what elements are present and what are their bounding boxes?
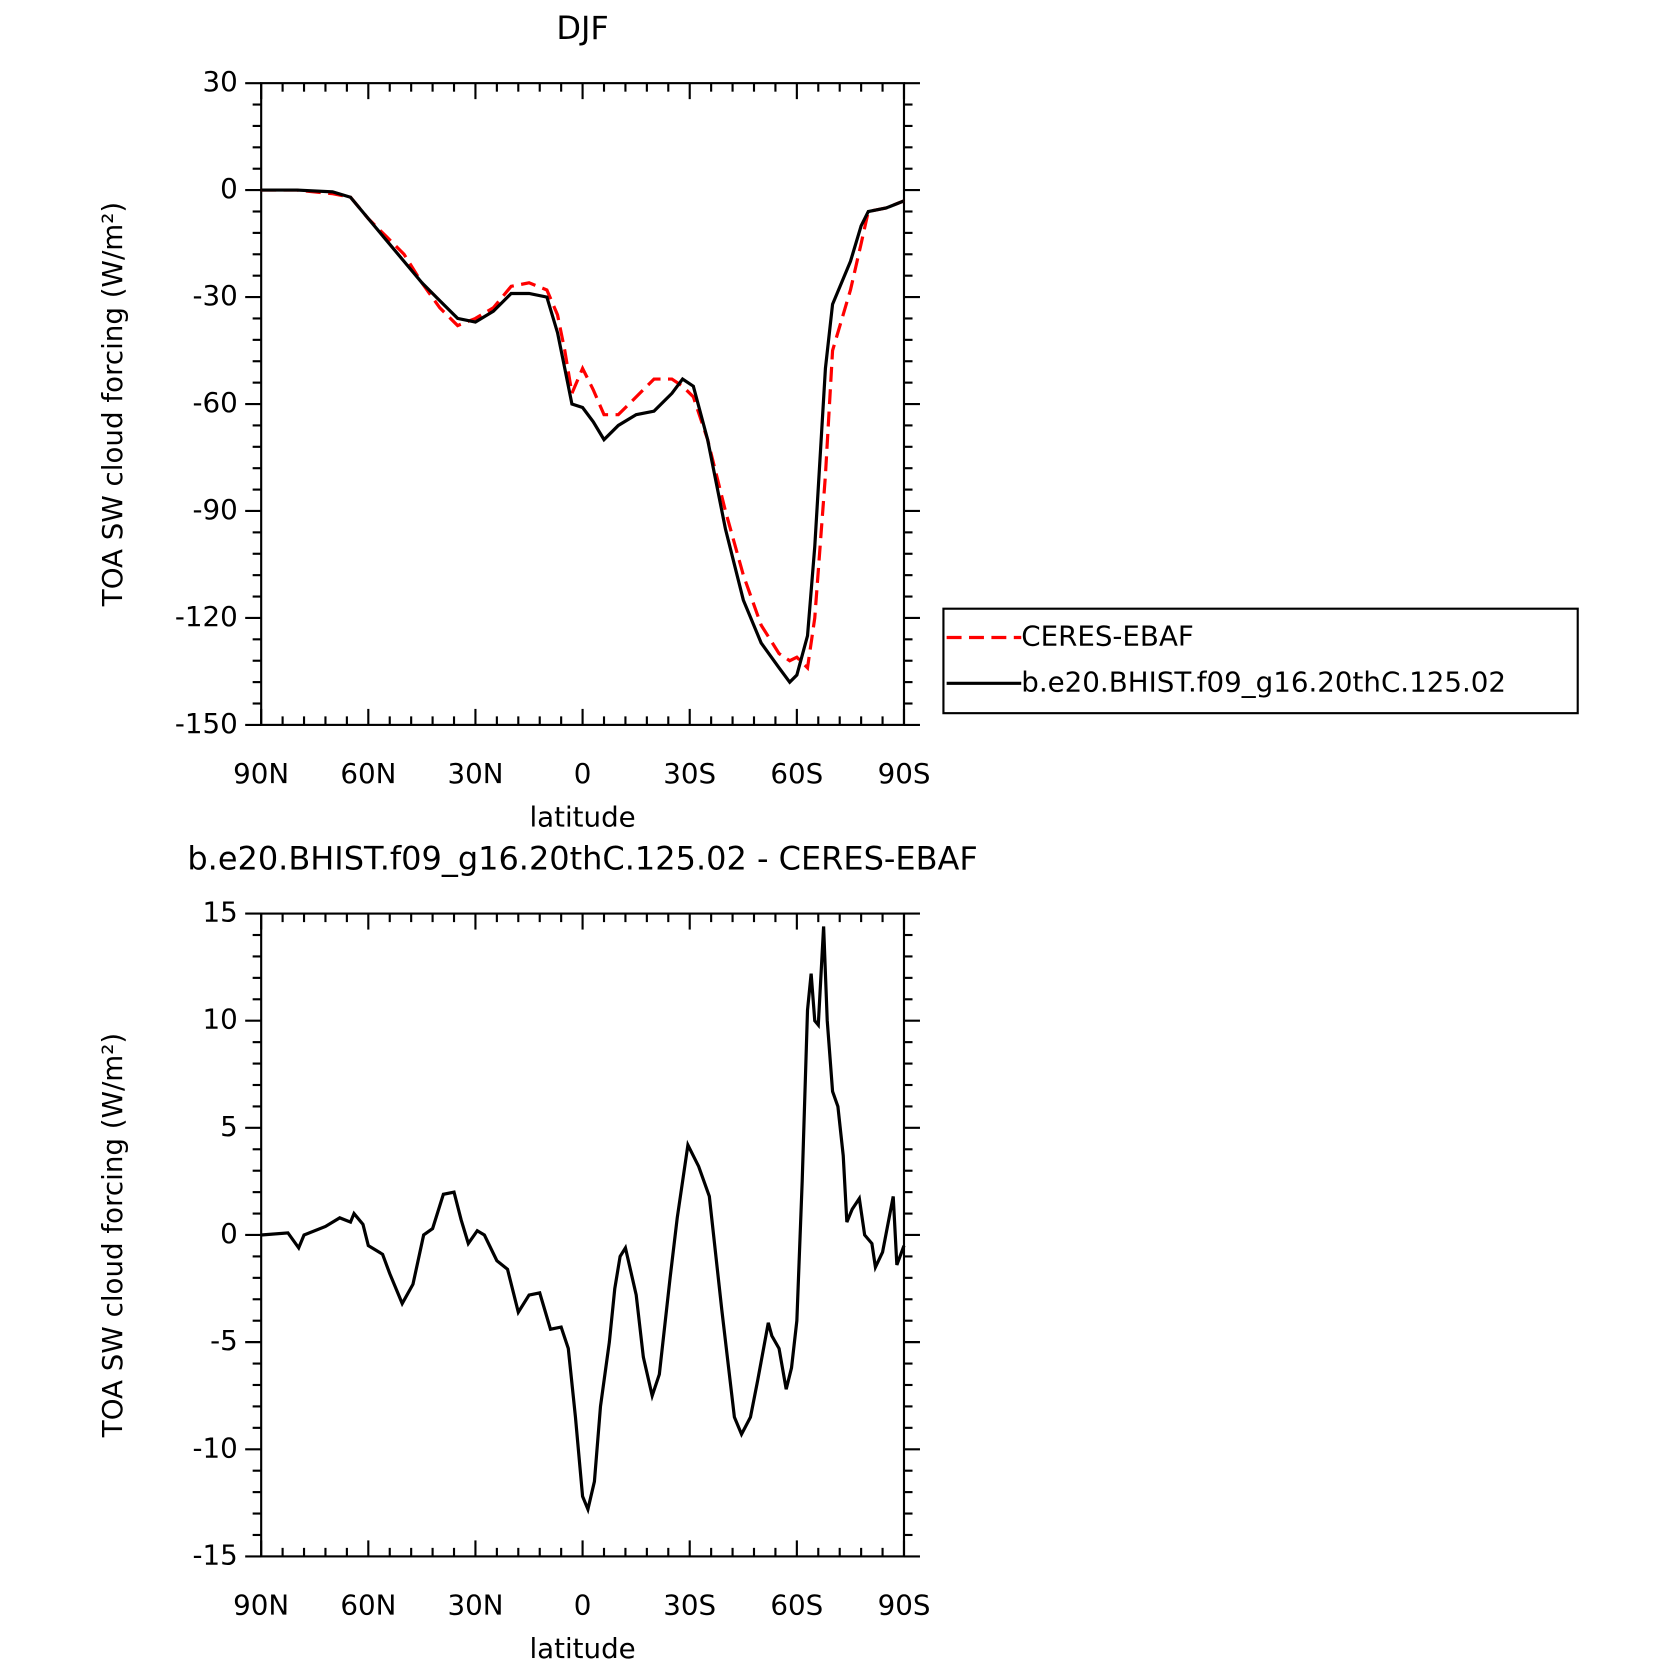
y-tick-label: -150 [175, 707, 238, 740]
y-tick-label: -15 [192, 1538, 237, 1571]
y-axis-label: TOA SW cloud forcing (W/m²) [96, 202, 129, 607]
y-axis-label: TOA SW cloud forcing (W/m²) [96, 1033, 129, 1438]
y-tick-label: -30 [192, 279, 237, 312]
x-tick-label: 60N [340, 1589, 396, 1622]
x-axis-label: latitude [529, 801, 635, 834]
chart-title: b.e20.BHIST.f09_g16.20thC.125.02 - CERES… [187, 839, 977, 877]
legend-label: b.e20.BHIST.f09_g16.20thC.125.02 [1021, 665, 1506, 698]
x-tick-label: 90S [878, 757, 931, 790]
x-tick-label: 30N [447, 757, 503, 790]
y-tick-label: 15 [202, 896, 237, 929]
y-tick-label: 5 [220, 1110, 238, 1143]
x-tick-label: 60S [770, 1589, 823, 1622]
data-line [261, 188, 905, 685]
y-tick-label: 10 [202, 1003, 237, 1036]
y-tick-label: -90 [192, 493, 237, 526]
x-tick-label: 0 [574, 1589, 592, 1622]
x-tick-label: 90N [233, 757, 289, 790]
x-tick-label: 0 [574, 757, 592, 790]
x-tick-label: 60S [770, 757, 823, 790]
x-tick-label: 30S [663, 1589, 716, 1622]
data-line [261, 188, 905, 672]
y-tick-label: 0 [220, 1217, 238, 1250]
data-line [261, 926, 906, 1515]
y-tick-label: -10 [192, 1431, 237, 1464]
x-axis-label: latitude [529, 1632, 635, 1663]
x-tick-label: 60N [340, 757, 396, 790]
legend-label: CERES-EBAF [1021, 619, 1194, 652]
y-tick-label: -120 [175, 600, 238, 633]
x-tick-label: 30N [447, 1589, 503, 1622]
y-tick-label: 0 [220, 172, 238, 205]
x-tick-label: 90N [233, 1589, 289, 1622]
legend-box [942, 607, 1579, 715]
y-tick-label: 30 [202, 65, 237, 98]
chart-title: DJF [556, 9, 608, 47]
x-tick-label: 30S [663, 757, 716, 790]
y-tick-label: -5 [210, 1324, 238, 1357]
y-tick-label: -60 [192, 386, 237, 419]
x-tick-label: 90S [878, 1589, 931, 1622]
